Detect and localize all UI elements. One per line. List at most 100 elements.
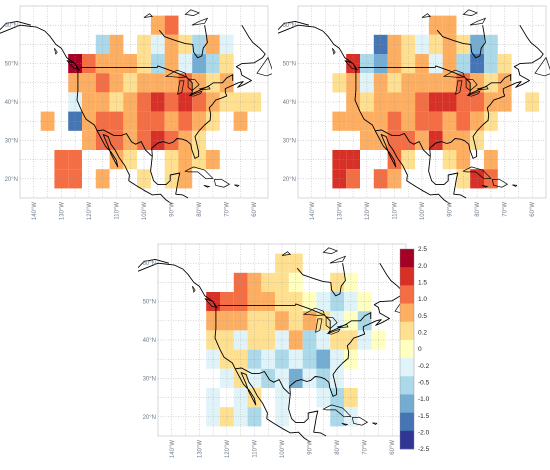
colorbar-tick-label: -0.2: [418, 363, 430, 370]
island: [204, 298, 219, 309]
longitude-label: 80°W: [197, 202, 203, 217]
colorbar-swatch: [400, 376, 414, 395]
grid-cell: [54, 150, 69, 170]
island: [462, 166, 492, 180]
colorbar-tick-label: -0.5: [418, 380, 430, 387]
grid-cell: [109, 73, 124, 93]
grid-cell: [360, 130, 374, 150]
grid-cell: [164, 150, 179, 170]
grid-cell: [442, 130, 457, 150]
colorbar-tick-label: 0.5: [418, 313, 427, 320]
island: [372, 422, 378, 425]
latitude-label: 60°N: [143, 261, 156, 267]
grid-cell: [137, 130, 151, 150]
island: [469, 17, 487, 26]
island: [341, 422, 349, 426]
coastline: [151, 24, 266, 159]
grid-cell: [332, 73, 347, 93]
great-lake: [455, 80, 463, 95]
great-lake: [187, 78, 200, 91]
colorbar-swatch: [400, 430, 414, 450]
latitude-label: 50°N: [283, 62, 296, 68]
longitude-label: 120°W: [365, 202, 371, 220]
us-mexico-border: [234, 367, 291, 395]
longitude-label: 70°W: [363, 440, 369, 455]
island: [54, 47, 58, 55]
grid-cell: [442, 73, 457, 93]
grid-cell: [360, 73, 374, 93]
island: [281, 251, 292, 256]
longitude-label: 120°W: [87, 202, 93, 220]
grid-cell: [137, 73, 151, 93]
colorbar-tick-label: -2.0: [418, 430, 430, 437]
grid-cell: [164, 130, 179, 150]
us-mexico-border: [96, 129, 153, 157]
grid-cell: [275, 368, 289, 388]
coastline: [296, 263, 346, 297]
colorbar-swatch: [400, 249, 414, 268]
latitude-label: 40°N: [143, 338, 156, 344]
colorbar-tick-label: 1.5: [418, 280, 427, 287]
island: [184, 166, 214, 180]
coastline: [0, 20, 172, 205]
latitude-label: 40°N: [283, 100, 296, 106]
grid-cell: [442, 150, 457, 170]
colorbar-swatch: [400, 339, 414, 359]
island: [203, 184, 211, 188]
latitude-label: 50°N: [5, 62, 18, 68]
island: [421, 13, 432, 18]
coastline: [150, 148, 189, 199]
coastline: [278, 20, 450, 205]
great-lake: [177, 80, 185, 95]
grid-cell: [415, 73, 429, 93]
latitude-label: 30°N: [5, 138, 18, 144]
grid-cell: [82, 130, 96, 150]
coastline: [288, 386, 327, 437]
coastline: [436, 25, 486, 59]
grid-cell: [82, 73, 96, 93]
grid-cell: [220, 311, 234, 331]
island: [351, 416, 369, 426]
longitude-label: 60°W: [252, 202, 258, 217]
colorbar-swatch: [400, 267, 414, 286]
grid-cell: [192, 150, 206, 170]
longitude-label: 100°W: [142, 202, 148, 220]
colorbar-tick-label: -1.0: [418, 396, 430, 403]
graticule: [20, 6, 268, 198]
grid-cell: [415, 130, 429, 150]
island: [191, 17, 209, 26]
coastline: [289, 262, 404, 397]
coastlines: [278, 9, 550, 205]
latitude-label: 50°N: [143, 300, 156, 306]
grid-cell: [330, 388, 344, 408]
colorbar-swatch: [400, 321, 414, 341]
grid-cell: [387, 73, 402, 93]
coastline: [429, 24, 544, 159]
longitude-label: 110°W: [392, 202, 398, 220]
longitude-label: 140°W: [32, 202, 38, 220]
island: [322, 404, 352, 418]
map-panel-bottom: 60°N 50°N 40°N 30°N 20°N 140°W 130°W 120°W 110°W…: [138, 238, 410, 470]
grid-cell: [442, 15, 457, 35]
colorbar-tick-label: 2.5: [418, 246, 427, 253]
latitude-label: 30°N: [283, 138, 296, 144]
latitude-label: 20°N: [5, 177, 18, 183]
latitude-label: 20°N: [143, 415, 156, 421]
latitude-label: 30°N: [143, 376, 156, 382]
coastline: [158, 25, 208, 59]
island: [192, 285, 196, 293]
island: [344, 60, 359, 71]
grid-cell: [332, 150, 347, 170]
great-lake: [315, 318, 323, 333]
longitude-label: 140°W: [310, 202, 316, 220]
longitude-label: 70°W: [503, 202, 509, 217]
graticule: [298, 6, 546, 198]
latitude-label: 40°N: [5, 100, 18, 106]
grid-cell: [302, 311, 317, 331]
colorbar-swatch: [400, 358, 414, 377]
grid-cell: [497, 73, 512, 93]
great-lake: [188, 90, 203, 97]
longitude-label: 100°W: [280, 440, 286, 458]
us-canada-border: [217, 303, 372, 334]
island: [143, 13, 154, 18]
